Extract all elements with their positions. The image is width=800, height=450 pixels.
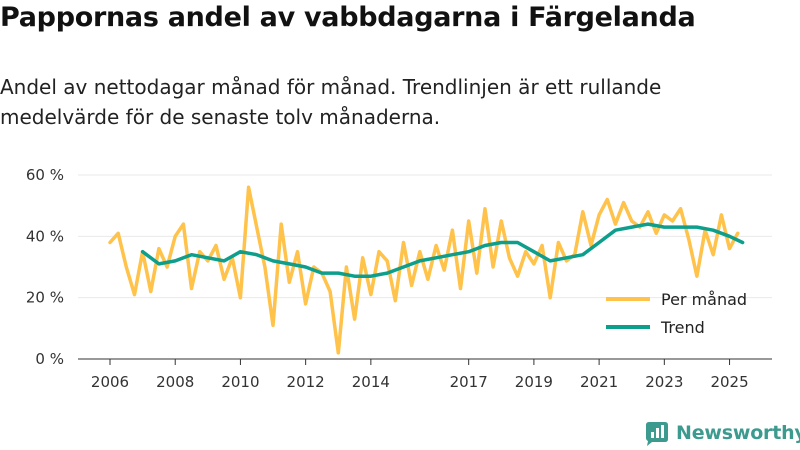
series-lines bbox=[108, 185, 745, 355]
y-axis-ticks: 0 % 20 % 40 % 60 % bbox=[26, 166, 64, 368]
x-tick-label: 2021 bbox=[580, 373, 618, 391]
y-tick-label: 20 % bbox=[26, 289, 64, 307]
x-tick-label: 2019 bbox=[515, 373, 553, 391]
grid-lines bbox=[78, 174, 772, 299]
series-line-trend bbox=[140, 222, 745, 278]
legend-label-trend: Trend bbox=[660, 318, 705, 337]
x-tick-label: 2010 bbox=[221, 373, 259, 391]
x-tick-label: 2008 bbox=[156, 373, 194, 391]
y-tick-label: 60 % bbox=[26, 166, 64, 184]
chart-subtitle: Andel av nettodagar månad för månad. Tre… bbox=[0, 75, 662, 129]
x-tick-label: 2025 bbox=[710, 373, 748, 391]
brand-name: Newsworthy bbox=[676, 422, 800, 444]
series-line-per-manad bbox=[108, 185, 740, 355]
page-title: Pappornas andel av vabbdagarna i Färgela… bbox=[0, 2, 696, 33]
x-tick-label: 2006 bbox=[91, 373, 129, 391]
newsworthy-logo: Newsworthy bbox=[644, 418, 800, 448]
x-tick-label: 2012 bbox=[287, 373, 325, 391]
legend-label-per-manad: Per månad bbox=[661, 290, 747, 309]
y-tick-label: 40 % bbox=[26, 227, 64, 245]
x-tick-label: 2017 bbox=[450, 373, 488, 391]
chart: 0 % 20 % 40 % 60 % 2006 2008 2010 2012 2014 2017… bbox=[26, 166, 772, 391]
x-tick-label: 2014 bbox=[352, 373, 390, 391]
bar-chart-icon bbox=[646, 422, 668, 446]
y-tick-label: 0 % bbox=[35, 350, 64, 368]
x-axis-ticks: 2006 2008 2010 2012 2014 2017 2019 2021 2023 2025 bbox=[91, 359, 749, 391]
legend: Per månad Trend bbox=[606, 290, 747, 337]
x-tick-label: 2023 bbox=[645, 373, 683, 391]
